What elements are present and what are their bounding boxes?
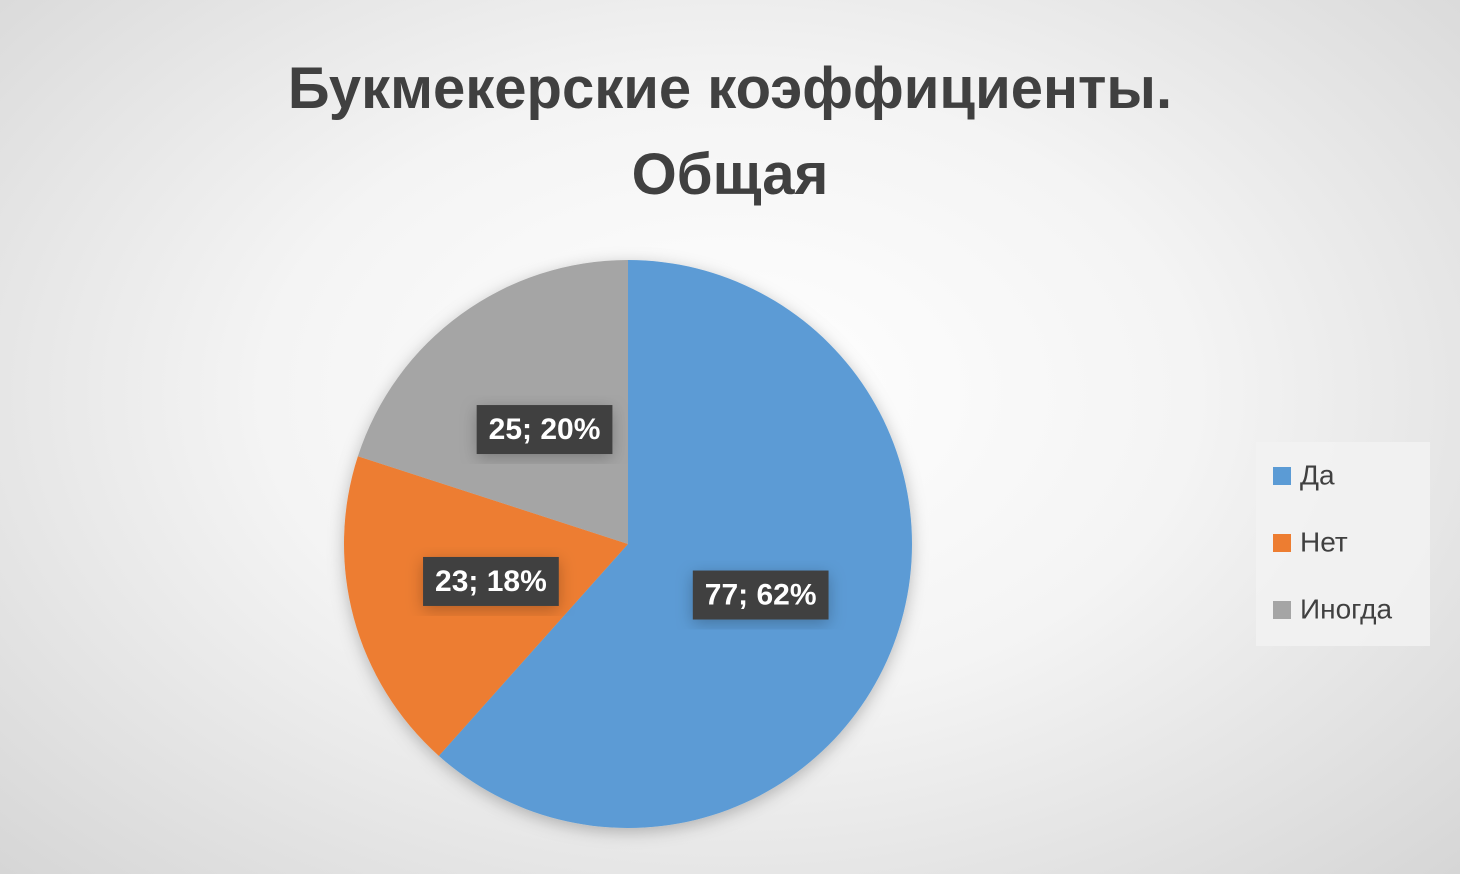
data-label-box [692, 570, 829, 620]
data-label: 77; 62% [705, 579, 817, 612]
pie [343, 260, 913, 828]
legend-label: Да [1300, 459, 1335, 490]
chart-title: Букмекерские коэффициенты. Общая [287, 56, 1173, 207]
data-label: 25; 20% [489, 413, 601, 446]
data-label-box [423, 556, 559, 606]
pie-slice [343, 456, 628, 756]
legend-label: Иногда [1300, 593, 1392, 624]
legend-swatch [1273, 534, 1291, 552]
legend-swatch [1273, 601, 1291, 619]
data-label-box [476, 405, 613, 455]
pie-slice [438, 260, 913, 828]
legend-label: Нет [1300, 526, 1348, 557]
data-label: 23; 18% [435, 565, 547, 598]
legend-swatch [1273, 467, 1291, 485]
pie-slice [357, 260, 628, 544]
